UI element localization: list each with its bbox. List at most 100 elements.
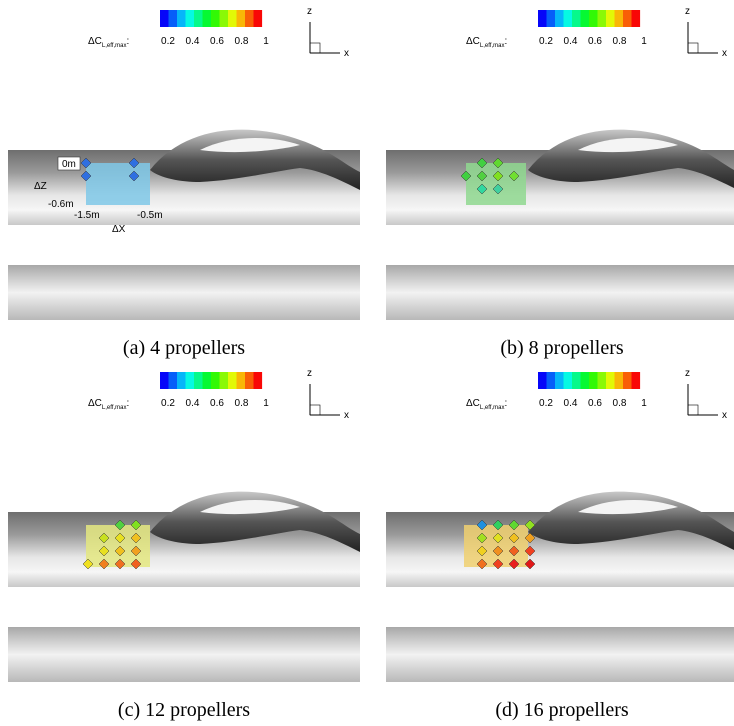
suffix: : (126, 36, 129, 47)
colorbar-tick: 0.2 (161, 36, 175, 47)
colorbar-tick: 0.6 (588, 36, 602, 47)
colorbar-step (211, 10, 220, 27)
colorbar-step (623, 372, 632, 389)
colorbar-step (169, 10, 178, 27)
colorbar-tick: 0.4 (186, 36, 200, 47)
colorbar-step (538, 372, 547, 389)
colorbar-step (194, 372, 203, 389)
lower-body (386, 265, 734, 320)
axis-box (688, 405, 698, 415)
colorbar-step (237, 10, 246, 27)
axis-z: z (307, 6, 312, 17)
colorbar-step (632, 372, 641, 389)
axis-box (688, 43, 698, 53)
contour-field (466, 163, 526, 205)
axis-x: x (344, 410, 349, 421)
colorbar-step (194, 10, 203, 27)
colorbar-step (538, 10, 547, 27)
panel: ΔCL,eff,max: 0.2 0.4 0.6 0.8 1 z x (c) 12 propel… (8, 368, 360, 721)
colorbar-step (623, 10, 632, 27)
colorbar-tick: 0.4 (186, 398, 200, 409)
colorbar-step (632, 10, 641, 27)
colorbar-tick: 1 (641, 36, 647, 47)
subscript: L,eff,max (480, 43, 505, 49)
subscript: L,eff,max (480, 405, 505, 411)
colorbar-tick: 0.8 (613, 36, 627, 47)
panel: ΔCL,eff,max:0.20.40.60.81zx(b) 8 propell… (386, 6, 734, 359)
contour-field (86, 163, 150, 205)
colorbar-step (169, 372, 178, 389)
symbol: ΔC (88, 36, 102, 47)
axis-z: z (685, 6, 690, 17)
annotation: 0m (62, 159, 76, 170)
suffix: : (504, 398, 507, 409)
axis-z: z (685, 368, 690, 379)
annotation: -0.6m (48, 199, 74, 210)
symbol: ΔC (466, 36, 480, 47)
colorbar-step (564, 10, 573, 27)
colorbar-step (220, 10, 229, 27)
colorbar-step (211, 372, 220, 389)
colorbar-step (581, 372, 590, 389)
colorbar-step (615, 372, 624, 389)
figure: ΔCL,eff,max:0.20.40.60.81zx0mΔZ-0.6m-1.5… (0, 0, 734, 726)
colorbar-step (220, 372, 229, 389)
colorbar-tick: 0.6 (588, 398, 602, 409)
colorbar-step (254, 372, 263, 389)
colorbar-step (606, 372, 615, 389)
colorbar-step (564, 372, 573, 389)
caption: (c) 12 propellers (118, 699, 250, 721)
symbol: ΔC (466, 398, 480, 409)
colorbar-label: ΔCL,eff,max: (466, 398, 507, 411)
colorbar-tick: 0.6 (210, 36, 224, 47)
colorbar-tick: 0.2 (539, 398, 553, 409)
colorbar-step (581, 10, 590, 27)
colorbar-tick: 1 (263, 36, 269, 47)
lower-body (8, 627, 360, 682)
colorbar-step (572, 372, 581, 389)
colorbar-step (589, 372, 598, 389)
annotation: ΔX (112, 224, 126, 235)
subscript: L,eff,max (102, 43, 127, 49)
colorbar-step (228, 372, 237, 389)
colorbar-step (203, 10, 212, 27)
annotation: -0.5m (137, 210, 163, 221)
subscript: L,eff,max (102, 405, 127, 411)
colorbar-step (555, 10, 564, 27)
colorbar-step (177, 372, 186, 389)
symbol: ΔC (88, 398, 102, 409)
colorbar-step (245, 10, 254, 27)
colorbar-step (589, 10, 598, 27)
colorbar-step (186, 10, 195, 27)
colorbar-tick: 0.2 (539, 36, 553, 47)
caption: (d) 16 propellers (495, 699, 629, 721)
colorbar-tick: 0.8 (613, 398, 627, 409)
colorbar-step (254, 10, 263, 27)
axis-box (310, 43, 320, 53)
colorbar-step (572, 10, 581, 27)
colorbar-tick: 1 (263, 398, 269, 409)
colorbar-step (203, 372, 212, 389)
colorbar-tick: 0.4 (564, 398, 578, 409)
colorbar-tick: 1 (641, 398, 647, 409)
colorbar-step (177, 10, 186, 27)
colorbar-tick: 0.2 (161, 398, 175, 409)
annotation: -1.5m (74, 210, 100, 221)
suffix: : (126, 398, 129, 409)
colorbar-label: ΔCL,eff,max: (88, 36, 129, 49)
colorbar-step (606, 10, 615, 27)
colorbar-tick: 0.8 (235, 398, 249, 409)
colorbar-step (160, 372, 169, 389)
axis-box (310, 405, 320, 415)
colorbar-tick: 0.4 (564, 36, 578, 47)
suffix: : (504, 36, 507, 47)
colorbar-step (228, 10, 237, 27)
axis-x: x (722, 410, 727, 421)
colorbar-step (547, 10, 556, 27)
colorbar-step (615, 10, 624, 27)
axis-z: z (307, 368, 312, 379)
caption: (a) 4 propellers (123, 337, 245, 359)
panel: ΔCL,eff,max: 0.2 0.4 0.6 0.8 1 z x (d) 16 propel… (386, 368, 734, 721)
colorbar-tick: 0.6 (210, 398, 224, 409)
